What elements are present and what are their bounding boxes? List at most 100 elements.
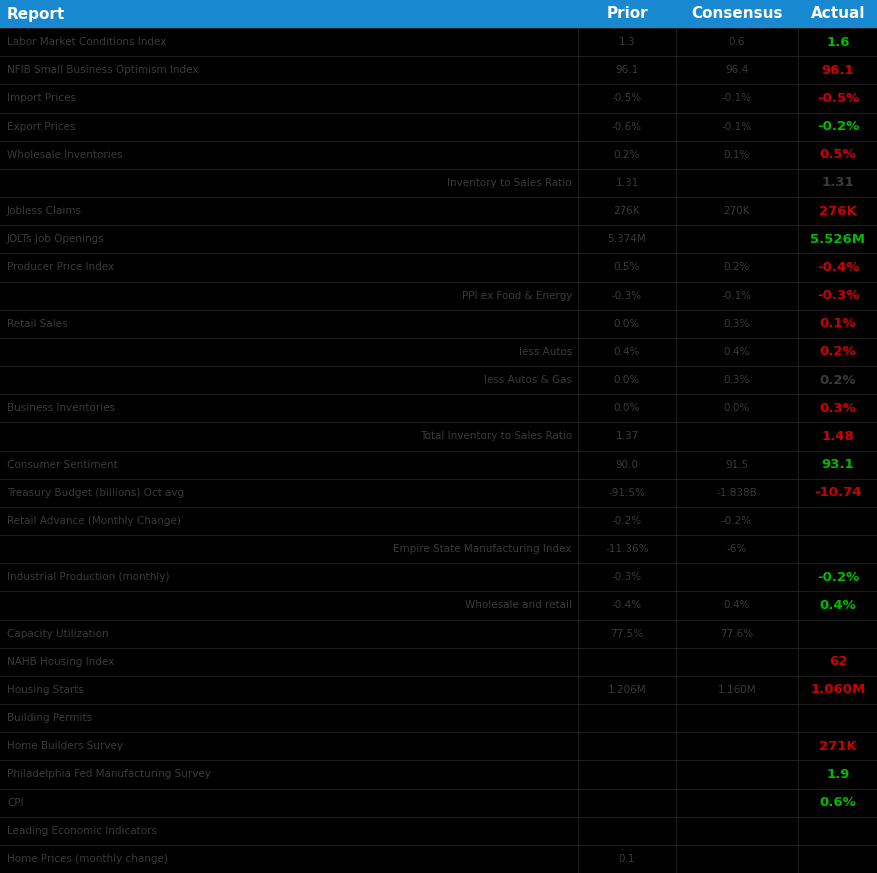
Text: Home Builders Survey: Home Builders Survey <box>7 741 123 752</box>
Text: Labor Market Conditions Index: Labor Market Conditions Index <box>7 37 166 47</box>
Bar <box>0 0 877 28</box>
Text: -11.36%: -11.36% <box>604 544 648 554</box>
Text: -0.3%: -0.3% <box>816 289 859 302</box>
Text: 0.0%: 0.0% <box>613 319 639 329</box>
Text: 93.1: 93.1 <box>821 458 853 471</box>
Text: Housing Starts: Housing Starts <box>7 685 84 695</box>
Text: JOLTs Job Openings: JOLTs Job Openings <box>7 234 104 244</box>
Text: Home Prices (monthly change): Home Prices (monthly change) <box>7 854 168 864</box>
Text: 0.0%: 0.0% <box>723 403 749 413</box>
Text: NFIB Small Business Optimism Index: NFIB Small Business Optimism Index <box>7 65 198 75</box>
Text: 271K: 271K <box>818 739 856 753</box>
Text: 1.31: 1.31 <box>615 178 638 188</box>
Text: 0.1: 0.1 <box>618 854 635 864</box>
Text: 5.374M: 5.374M <box>607 234 645 244</box>
Text: 0.4%: 0.4% <box>613 347 639 357</box>
Text: 0.4%: 0.4% <box>819 599 855 612</box>
Text: Consumer Sentiment: Consumer Sentiment <box>7 459 118 470</box>
Text: NAHB Housing Index: NAHB Housing Index <box>7 656 114 667</box>
Text: Treasury Budget (billions) Oct avg: Treasury Budget (billions) Oct avg <box>7 488 184 498</box>
Text: -0.3%: -0.3% <box>611 572 641 582</box>
Text: less Autos & Gas: less Autos & Gas <box>483 375 571 385</box>
Text: 0.1%: 0.1% <box>723 150 749 160</box>
Text: -0.2%: -0.2% <box>816 120 859 133</box>
Text: 96.1: 96.1 <box>821 64 853 77</box>
Text: Industrial Production (monthly): Industrial Production (monthly) <box>7 572 169 582</box>
Text: 0.3%: 0.3% <box>819 402 855 415</box>
Text: 1.9: 1.9 <box>825 768 849 781</box>
Text: Business Inventories: Business Inventories <box>7 403 115 413</box>
Text: 0.6%: 0.6% <box>819 796 855 809</box>
Text: -91.5%: -91.5% <box>608 488 645 498</box>
Text: Report: Report <box>7 6 65 22</box>
Text: -0.2%: -0.2% <box>816 571 859 584</box>
Text: 1.31: 1.31 <box>821 176 853 189</box>
Text: Retail Sales: Retail Sales <box>7 319 68 329</box>
Text: -0.3%: -0.3% <box>611 291 641 300</box>
Text: Philadelphia Fed Manufacturing Survey: Philadelphia Fed Manufacturing Survey <box>7 769 210 780</box>
Text: less Autos: less Autos <box>518 347 571 357</box>
Text: Import Prices: Import Prices <box>7 93 76 103</box>
Text: 1.160M: 1.160M <box>717 685 755 695</box>
Text: 1.206M: 1.206M <box>607 685 645 695</box>
Text: Inventory to Sales Ratio: Inventory to Sales Ratio <box>447 178 571 188</box>
Text: 0.5%: 0.5% <box>819 148 855 162</box>
Text: 96.1: 96.1 <box>615 65 638 75</box>
Text: CPI: CPI <box>7 798 24 808</box>
Text: 96.4: 96.4 <box>724 65 748 75</box>
Text: -0.4%: -0.4% <box>611 601 641 610</box>
Text: Empire State Manufacturing Index: Empire State Manufacturing Index <box>393 544 571 554</box>
Text: -0.1%: -0.1% <box>721 93 752 103</box>
Text: 1.48: 1.48 <box>821 430 853 443</box>
Text: 5.526M: 5.526M <box>809 233 865 246</box>
Text: 62: 62 <box>828 656 846 668</box>
Text: 0.5%: 0.5% <box>613 263 639 272</box>
Text: 1.3: 1.3 <box>618 37 635 47</box>
Text: 0.6: 0.6 <box>728 37 745 47</box>
Text: 91.5: 91.5 <box>724 459 748 470</box>
Text: -6%: -6% <box>726 544 746 554</box>
Text: PPI ex Food & Energy: PPI ex Food & Energy <box>461 291 571 300</box>
Text: 90.0: 90.0 <box>615 459 638 470</box>
Text: Actual: Actual <box>809 6 864 22</box>
Text: 0.0%: 0.0% <box>613 403 639 413</box>
Text: 0.2%: 0.2% <box>819 374 855 387</box>
Text: 0.3%: 0.3% <box>723 375 749 385</box>
Text: 1.6: 1.6 <box>825 36 849 49</box>
Text: -0.2%: -0.2% <box>611 516 641 526</box>
Text: 0.2%: 0.2% <box>723 263 749 272</box>
Text: Prior: Prior <box>605 6 647 22</box>
Text: -0.4%: -0.4% <box>816 261 859 274</box>
Text: -0.1%: -0.1% <box>721 291 752 300</box>
Text: -0.2%: -0.2% <box>721 516 752 526</box>
Text: -10.74: -10.74 <box>813 486 860 499</box>
Text: Capacity Utilization: Capacity Utilization <box>7 629 109 638</box>
Text: Wholesale Inventories: Wholesale Inventories <box>7 150 123 160</box>
Text: 276K: 276K <box>818 204 856 217</box>
Text: Jobless Claims: Jobless Claims <box>7 206 82 217</box>
Text: Building Permits: Building Permits <box>7 713 92 723</box>
Text: -0.1%: -0.1% <box>721 121 752 132</box>
Text: -0.5%: -0.5% <box>816 92 859 105</box>
Text: Wholesale and retail: Wholesale and retail <box>465 601 571 610</box>
Text: -0.5%: -0.5% <box>611 93 641 103</box>
Text: 0.1%: 0.1% <box>819 317 855 330</box>
Text: Export Prices: Export Prices <box>7 121 75 132</box>
Text: Consensus: Consensus <box>690 6 782 22</box>
Text: Total Inventory to Sales Ratio: Total Inventory to Sales Ratio <box>419 431 571 442</box>
Text: Leading Economic Indicators: Leading Economic Indicators <box>7 826 157 835</box>
Text: 1.060M: 1.060M <box>809 684 865 697</box>
Text: 0.4%: 0.4% <box>723 601 749 610</box>
Text: 270K: 270K <box>723 206 749 217</box>
Text: 0.2%: 0.2% <box>613 150 639 160</box>
Text: Retail Advance (Monthly Change): Retail Advance (Monthly Change) <box>7 516 181 526</box>
Text: Producer Price Index: Producer Price Index <box>7 263 114 272</box>
Text: -1.838B: -1.838B <box>716 488 757 498</box>
Text: 77.6%: 77.6% <box>720 629 752 638</box>
Text: 0.0%: 0.0% <box>613 375 639 385</box>
Text: 0.2%: 0.2% <box>819 346 855 359</box>
Text: 77.5%: 77.5% <box>610 629 643 638</box>
Text: 1.37: 1.37 <box>615 431 638 442</box>
Text: 0.3%: 0.3% <box>723 319 749 329</box>
Text: 0.4%: 0.4% <box>723 347 749 357</box>
